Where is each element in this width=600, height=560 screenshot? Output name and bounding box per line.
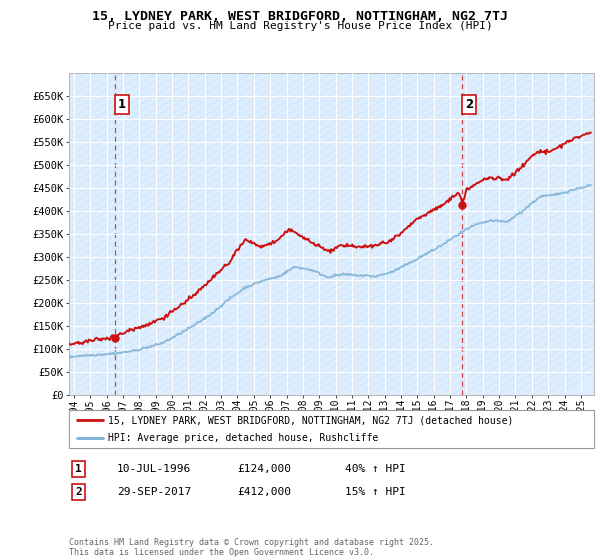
Text: £124,000: £124,000 (237, 464, 291, 474)
Text: 2: 2 (465, 98, 473, 111)
Text: 15, LYDNEY PARK, WEST BRIDGFORD, NOTTINGHAM, NG2 7TJ (detached house): 15, LYDNEY PARK, WEST BRIDGFORD, NOTTING… (109, 415, 514, 425)
Text: Contains HM Land Registry data © Crown copyright and database right 2025.
This d: Contains HM Land Registry data © Crown c… (69, 538, 434, 557)
Text: 40% ↑ HPI: 40% ↑ HPI (345, 464, 406, 474)
Text: 1: 1 (118, 98, 126, 111)
Text: £412,000: £412,000 (237, 487, 291, 497)
Text: Price paid vs. HM Land Registry's House Price Index (HPI): Price paid vs. HM Land Registry's House … (107, 21, 493, 31)
Text: 1: 1 (75, 464, 82, 474)
Text: HPI: Average price, detached house, Rushcliffe: HPI: Average price, detached house, Rush… (109, 433, 379, 443)
Text: 29-SEP-2017: 29-SEP-2017 (117, 487, 191, 497)
Text: 15, LYDNEY PARK, WEST BRIDGFORD, NOTTINGHAM, NG2 7TJ: 15, LYDNEY PARK, WEST BRIDGFORD, NOTTING… (92, 10, 508, 23)
Text: 10-JUL-1996: 10-JUL-1996 (117, 464, 191, 474)
Text: 2: 2 (75, 487, 82, 497)
Text: 15% ↑ HPI: 15% ↑ HPI (345, 487, 406, 497)
